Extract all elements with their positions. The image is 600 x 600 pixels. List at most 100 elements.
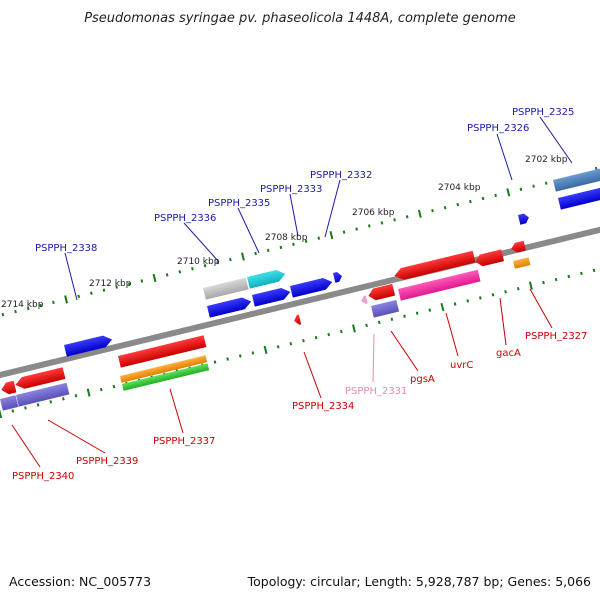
gene-uvrC[interactable] — [393, 250, 476, 282]
major-tick — [86, 388, 91, 397]
minor-tick — [191, 267, 194, 271]
gene-label: PSPPH_2326 — [467, 123, 529, 134]
major-tick — [329, 231, 334, 240]
minor-tick — [516, 287, 520, 291]
minor-tick — [127, 282, 131, 286]
minor-tick — [567, 274, 571, 279]
minor-tick — [453, 302, 457, 306]
minor-tick — [365, 323, 368, 328]
major-tick — [241, 252, 245, 261]
gene-PSPPH_2325b[interactable] — [558, 183, 600, 210]
gene-uvrC-pink[interactable] — [398, 269, 481, 301]
map-title: Pseudomonas syringae pv. phaseolicola 14… — [84, 11, 516, 26]
gene-label: PSPPH_2334 — [292, 401, 354, 412]
gene-PSPPH_2337-green[interactable] — [122, 363, 210, 391]
gene-PSPPH_2336b[interactable] — [207, 296, 253, 318]
minor-tick — [228, 257, 232, 262]
gene-PSPPH_2340b[interactable] — [0, 395, 19, 411]
gene-PSPPH_2332[interactable] — [333, 271, 343, 283]
minor-tick — [428, 308, 432, 312]
minor-tick — [380, 221, 384, 225]
minor-tick — [479, 296, 482, 300]
minor-tick — [580, 271, 583, 276]
minor-tick — [213, 360, 217, 364]
major-tick — [417, 209, 422, 218]
minor-tick — [11, 409, 15, 413]
forward-gene-labels: PSPPH_2325 PSPPH_2326 PSPPH_2332 PSPPH_2… — [35, 107, 574, 254]
gene-PSPPH_2325[interactable] — [553, 165, 600, 192]
kbp-label: 2702 kbp — [525, 155, 568, 165]
gene-PSPPH_2340[interactable] — [0, 380, 17, 396]
minor-tick — [327, 332, 331, 337]
minor-tick — [405, 215, 409, 219]
minor-tick — [178, 270, 182, 274]
reverse-gene-labels: PSPPH_2327 gacA uvrC pgsA PSPPH_2331 PSP… — [12, 331, 587, 482]
minor-tick — [403, 314, 406, 318]
gene-PSPPH_2335b[interactable] — [252, 286, 292, 307]
minor-tick — [431, 209, 434, 213]
gene-PSPPH_2331[interactable] — [360, 295, 368, 305]
minor-tick — [367, 224, 371, 228]
gene-PSPPH_2334[interactable] — [293, 314, 302, 326]
minor-tick — [554, 277, 558, 282]
gene-label: PSPPH_2331 — [345, 386, 407, 397]
gene-PSPPH_2327-orange[interactable] — [513, 257, 531, 269]
gene-pgsA-purple[interactable] — [371, 299, 400, 318]
major-tick — [352, 324, 356, 333]
minor-tick — [1, 312, 5, 317]
accession-text: Accession: NC_005773 — [9, 574, 151, 589]
minor-tick — [254, 251, 257, 256]
gene-PSPPH_2326[interactable] — [518, 213, 530, 225]
gene-label: PSPPH_2333 — [260, 184, 322, 195]
major-tick — [263, 345, 268, 354]
minor-tick — [491, 293, 495, 297]
gene-label: PSPPH_2325 — [512, 107, 574, 118]
gene-gacA[interactable] — [474, 249, 505, 267]
minor-tick — [279, 245, 283, 250]
gene-PSPPH_2338[interactable] — [64, 334, 113, 357]
gene-PSPPH_2339[interactable] — [14, 367, 66, 390]
gene-label: PSPPH_2335 — [208, 198, 270, 209]
minor-tick — [90, 291, 93, 295]
minor-tick — [466, 299, 470, 303]
major-tick — [440, 302, 445, 312]
major-tick — [64, 295, 68, 304]
gene-label: PSPPH_2339 — [76, 456, 138, 467]
minor-tick — [355, 227, 359, 231]
minor-tick — [115, 285, 118, 289]
gene-PSPPH_2333[interactable] — [290, 276, 334, 298]
gene-PSPPH_2339b[interactable] — [16, 382, 70, 407]
gene-PSPPH_2327[interactable] — [510, 240, 526, 254]
minor-tick — [304, 239, 308, 243]
leader-lines — [11, 116, 573, 468]
minor-tick — [203, 264, 207, 268]
minor-tick — [62, 397, 65, 401]
minor-tick — [36, 403, 40, 407]
minor-tick — [342, 230, 346, 234]
minor-tick — [165, 273, 169, 277]
gene-label: gacA — [496, 348, 521, 359]
minor-tick — [340, 329, 343, 334]
major-tick — [528, 281, 533, 290]
gene-PSPPH_2336[interactable] — [203, 277, 249, 300]
reverse-genes — [0, 240, 531, 411]
gene-PSPPH_2335[interactable] — [247, 268, 287, 289]
minor-tick — [276, 345, 280, 349]
major-tick — [506, 188, 511, 197]
minor-tick — [74, 394, 78, 398]
minor-tick — [251, 351, 255, 355]
kbp-label: 2706 kbp — [352, 208, 395, 218]
minor-tick — [39, 303, 43, 308]
minor-tick — [519, 187, 523, 191]
gene-PSPPH_2337[interactable] — [118, 335, 207, 368]
gene-label: PSPPH_2327 — [525, 331, 587, 342]
minor-tick — [377, 320, 381, 325]
minor-tick — [24, 406, 27, 410]
gene-PSPPH_2337-orange[interactable] — [120, 355, 208, 383]
gene-label: PSPPH_2336 — [154, 213, 216, 224]
minor-tick — [415, 311, 419, 315]
minor-tick — [112, 384, 116, 389]
minor-tick — [266, 248, 270, 253]
gene-pgsA[interactable] — [367, 283, 396, 302]
minor-tick — [77, 294, 81, 298]
